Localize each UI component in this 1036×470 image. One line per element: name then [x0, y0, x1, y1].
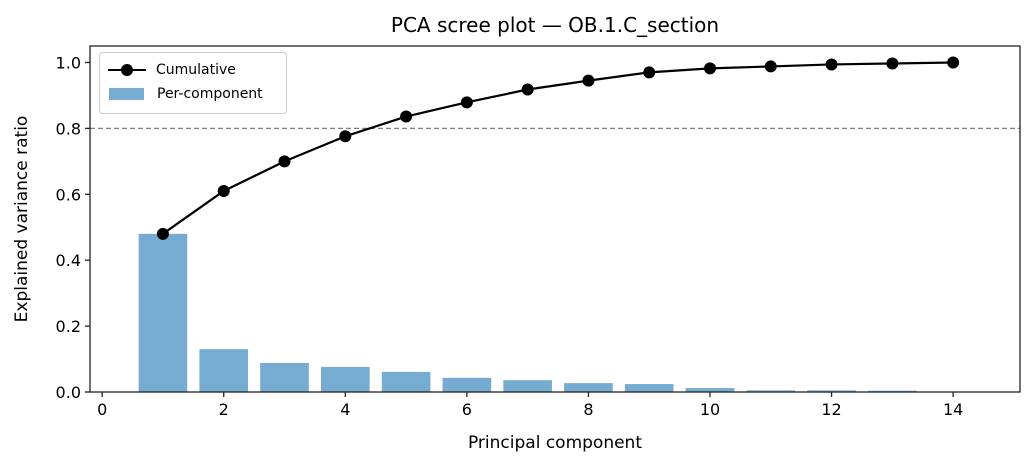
legend-item-cumulative: Cumulative: [108, 60, 236, 80]
bar: [685, 388, 735, 392]
y-tick-label: 0.2: [56, 317, 81, 336]
y-tick-label: 0.0: [56, 383, 81, 402]
y-tick-label: 0.6: [56, 185, 81, 204]
cumulative-marker: [764, 60, 777, 73]
x-tick-label: 4: [340, 400, 350, 419]
y-tick-label: 0.4: [56, 251, 81, 270]
bar: [746, 390, 796, 392]
cumulative-marker: [643, 66, 656, 79]
x-tick-label: 8: [583, 400, 593, 419]
bar: [320, 366, 370, 392]
cumulative-marker: [825, 58, 838, 71]
cumulative-marker: [339, 130, 352, 143]
cumulative-marker: [521, 83, 534, 96]
cumulative-marker: [156, 227, 169, 240]
x-tick-label: 0: [97, 400, 107, 419]
cumulative-line: [162, 61, 954, 235]
legend-item-per-component: Per-component: [108, 86, 263, 102]
x-tick-label: 12: [821, 400, 841, 419]
bar: [868, 390, 917, 392]
cumulative-marker: [460, 96, 473, 109]
cumulative-marker: [704, 62, 716, 75]
bar: [381, 371, 431, 392]
x-tick-label: 10: [700, 400, 720, 419]
bar: [624, 384, 674, 392]
bar: [260, 363, 309, 392]
cumulative-marker: [886, 57, 899, 70]
cumulative-marker: [582, 74, 595, 87]
cumulative-marker: [217, 184, 230, 197]
x-tick-label: 14: [943, 400, 963, 419]
cumulative-marker: [400, 110, 413, 123]
line-marker-icon: [108, 60, 146, 80]
bar: [564, 383, 613, 392]
bar: [442, 377, 492, 392]
bar: [807, 390, 856, 392]
bar: [503, 380, 552, 392]
axes-frame: [89, 45, 1021, 393]
bar-patch-icon: [109, 88, 144, 100]
chart-title: PCA scree plot — OB.1.C_section: [390, 13, 720, 37]
cumulative-marker: [278, 155, 291, 168]
bar: [138, 233, 188, 392]
legend: Cumulative Per-component: [99, 52, 287, 114]
y-tick-label: 0.8: [56, 119, 81, 138]
legend-label: Per-component: [157, 86, 263, 102]
legend-label: Cumulative: [156, 62, 236, 78]
x-tick-label: 2: [219, 400, 229, 419]
cumulative-marker: [947, 56, 960, 69]
x-axis-label: Principal component: [467, 433, 643, 453]
y-tick-label: 1.0: [56, 53, 81, 72]
x-tick-label: 6: [462, 400, 472, 419]
bar: [199, 349, 249, 392]
